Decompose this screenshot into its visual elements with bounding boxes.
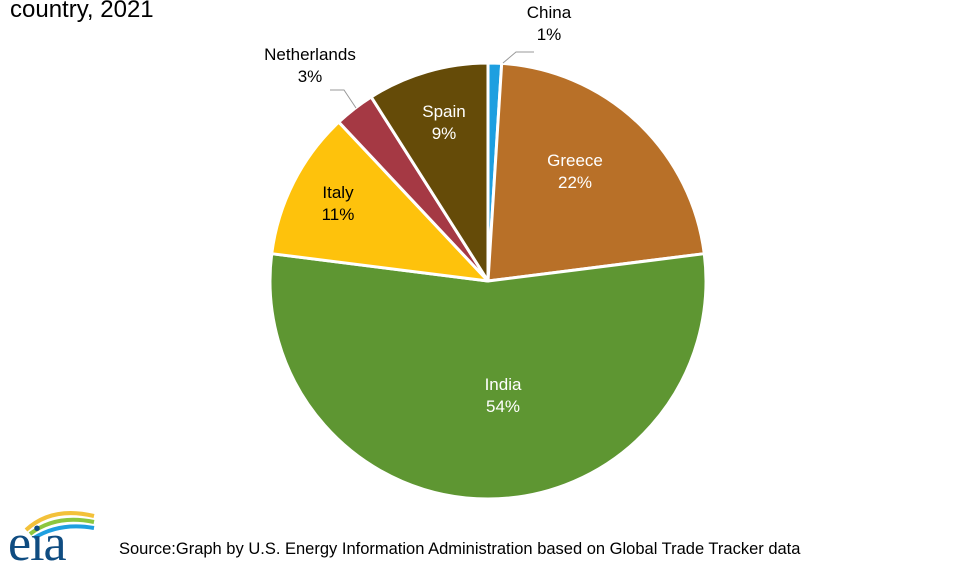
slice-value-italy: 11% — [322, 205, 355, 224]
slice-value-greece: 22% — [558, 173, 592, 192]
slice-label-china: China — [527, 3, 572, 22]
slice-value-spain: 9% — [432, 124, 457, 143]
leader-line-china — [502, 51, 534, 64]
leader-line-netherlands — [330, 89, 357, 109]
slice-label-india: India — [485, 375, 522, 394]
source-note: Source:Graph by U.S. Energy Information … — [119, 540, 801, 558]
slice-value-netherlands: 3% — [298, 67, 323, 86]
chart-title: country, 2021 — [10, 0, 154, 23]
slice-label-spain: Spain — [422, 102, 465, 121]
pie-slice-greece — [486, 61, 706, 283]
slice-value-china: 1% — [537, 25, 562, 44]
pie-slice-italy — [270, 120, 490, 283]
eia-logo-text: eia — [8, 515, 67, 572]
eia-logo-icon — [24, 511, 95, 540]
pie-slice-spain — [369, 61, 490, 283]
slice-label-netherlands: Netherlands — [264, 45, 356, 64]
slice-label-greece: Greece — [547, 151, 603, 170]
slice-label-italy: Italy — [322, 183, 354, 202]
slice-value-india: 54% — [486, 397, 520, 416]
pie-slice-india — [268, 252, 708, 501]
